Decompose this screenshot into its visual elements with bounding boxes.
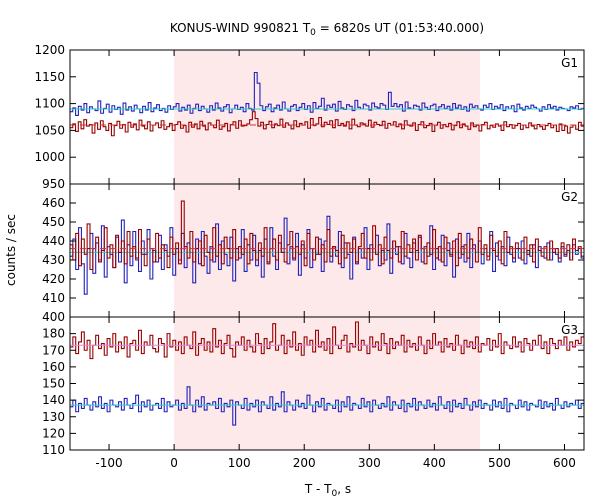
- panel-g2: 400 410 420 430 440 450 460 G2: [42, 183, 585, 324]
- panels-group: 95010001050110011501200G1400410420430440…: [34, 43, 585, 470]
- y-tick-label: 460: [42, 196, 65, 210]
- y-axis-label: counts / sec: [4, 214, 18, 286]
- chart-title: KONUS-WIND 990821 T0 = 6820s UT (01:53:4…: [170, 21, 484, 38]
- y-tick-label: 430: [42, 253, 65, 267]
- x-tick-label: 500: [488, 456, 511, 470]
- y-tick-label: 120: [42, 426, 65, 440]
- series-step-line: [70, 386, 584, 426]
- shaded-interval: [174, 317, 480, 450]
- y-tick-label: 170: [42, 343, 65, 357]
- shaded-interval: [174, 50, 480, 184]
- x-tick-label: -100: [95, 456, 122, 470]
- y-tick-label: 400: [42, 310, 65, 324]
- x-axis-label: T - T0, s: [304, 482, 351, 499]
- y-tick-label: 1150: [34, 70, 65, 84]
- panel-g1: 950 1000 1050 1100 1150 1200 G1: [34, 43, 585, 191]
- panel-g3: 110 120 130 140 150 160 170 180 G3: [42, 316, 585, 457]
- x-tick-label: 400: [423, 456, 446, 470]
- panel-label: G1: [561, 56, 578, 70]
- y-tick-label: 420: [42, 272, 65, 286]
- panel-label: G2: [561, 190, 578, 204]
- y-tick-label: 140: [42, 393, 65, 407]
- y-tick-label: 450: [42, 215, 65, 229]
- y-tick-label: 150: [42, 377, 65, 391]
- series-step-line: [70, 111, 584, 137]
- y-tick-label: 130: [42, 410, 65, 424]
- x-tick-label: 200: [293, 456, 316, 470]
- y-tick-label: 1050: [34, 123, 65, 137]
- series-step-line: [70, 321, 584, 360]
- y-tick-label: 180: [42, 327, 65, 341]
- y-tick-label: 1100: [34, 97, 65, 111]
- y-tick-label: 410: [42, 291, 65, 305]
- x-tick-label: 600: [553, 456, 576, 470]
- y-tick-label: 440: [42, 234, 65, 248]
- x-tick-label: 100: [228, 456, 251, 470]
- series-step-line: [70, 200, 584, 271]
- y-tick-label: 950: [42, 177, 65, 191]
- y-tick-label: 110: [42, 443, 65, 457]
- x-tick-label: 0: [170, 456, 178, 470]
- x-tick-label: 300: [358, 456, 381, 470]
- series-step-line: [70, 71, 584, 116]
- y-tick-label: 160: [42, 360, 65, 374]
- y-tick-label: 1200: [34, 43, 65, 57]
- panel-label: G3: [561, 323, 578, 337]
- y-tick-label: 1000: [34, 150, 65, 164]
